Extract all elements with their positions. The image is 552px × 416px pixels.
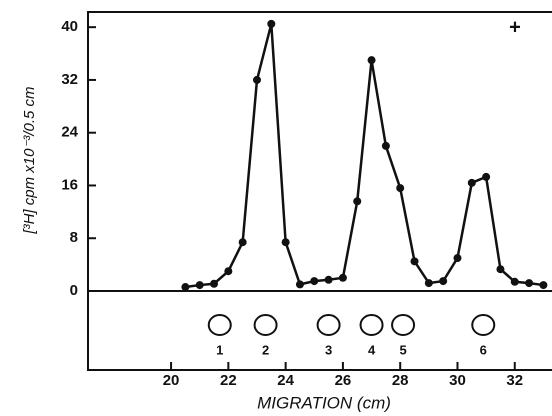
x-tick-label: 26 — [335, 372, 352, 389]
spot — [359, 314, 384, 336]
data-point — [496, 265, 505, 274]
y-tick-label: 40 — [61, 18, 78, 35]
data-point — [539, 281, 548, 290]
data-point — [195, 281, 204, 290]
data-point — [453, 254, 462, 263]
data-point — [396, 184, 405, 193]
data-point — [439, 277, 448, 286]
data-point — [367, 56, 376, 65]
data-point — [324, 275, 333, 284]
data-point — [224, 267, 233, 276]
y-axis-label: [³H] cpm x10⁻³/0.5 cm — [21, 86, 38, 234]
data-point — [295, 280, 304, 289]
data-point — [210, 279, 219, 288]
x-tick-label: 30 — [449, 372, 466, 389]
x-tick-label: 20 — [163, 372, 180, 389]
data-point — [310, 277, 319, 286]
upper-frame — [87, 11, 552, 292]
x-tick-label: 32 — [506, 372, 523, 389]
spot-label: 6 — [480, 342, 487, 357]
x-tick-label: 22 — [220, 372, 237, 389]
data-point — [252, 75, 261, 84]
spot-label: 4 — [368, 342, 376, 357]
x-tick-label: 24 — [277, 372, 294, 389]
data-point — [181, 283, 190, 292]
data-point — [281, 238, 290, 247]
y-tick-label: 0 — [70, 282, 78, 299]
spot — [471, 314, 496, 336]
data-point — [510, 277, 519, 286]
spot — [207, 314, 232, 336]
data-point — [338, 273, 347, 282]
data-point — [482, 172, 491, 181]
data-point — [525, 279, 534, 288]
spot — [391, 314, 416, 336]
data-point — [267, 19, 276, 28]
data-point — [353, 197, 362, 206]
data-point — [238, 238, 247, 247]
spot-label: 5 — [399, 342, 406, 357]
y-tick-label: 16 — [61, 176, 78, 193]
x-axis-label: MIGRATION (cm) — [257, 393, 391, 412]
spot-label: 1 — [216, 342, 223, 357]
x-tick-label: 28 — [392, 372, 409, 389]
y-tick-label: 32 — [61, 71, 78, 88]
spot-label: 2 — [262, 342, 269, 357]
data-point — [381, 141, 390, 150]
y-tick-label: 24 — [61, 124, 78, 141]
lower-frame — [87, 291, 552, 371]
spot — [316, 314, 341, 336]
data-point — [467, 178, 476, 187]
y-tick-label: 8 — [70, 229, 78, 246]
spot-label: 3 — [325, 342, 332, 357]
data-point — [424, 279, 433, 288]
annotation: + — [509, 16, 521, 38]
data-line — [185, 23, 544, 289]
data-point — [410, 257, 419, 266]
spot — [253, 314, 278, 336]
